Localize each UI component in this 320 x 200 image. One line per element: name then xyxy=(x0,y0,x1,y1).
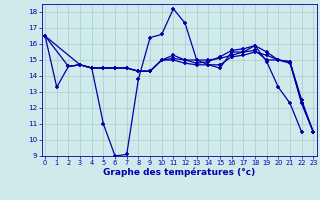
X-axis label: Graphe des températures (°c): Graphe des températures (°c) xyxy=(103,168,255,177)
